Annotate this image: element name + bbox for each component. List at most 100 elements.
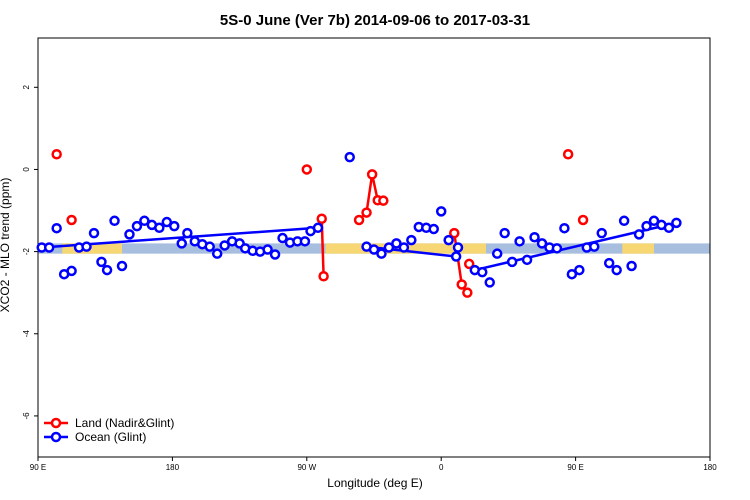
y-tick-label: -4 xyxy=(22,330,31,338)
y-tick-label: -6 xyxy=(22,412,31,420)
y-tick-label: -2 xyxy=(22,248,31,256)
series-ocean-point xyxy=(182,227,193,239)
series-ocean-point xyxy=(671,217,682,229)
series-ocean-point xyxy=(66,265,77,277)
series-ocean-point xyxy=(603,257,615,269)
series-ocean-point xyxy=(96,256,107,268)
series-ocean-point xyxy=(506,256,518,268)
chart-title: 5S-0 June (Ver 7b) 2014-09-06 to 2017-03… xyxy=(220,12,530,29)
legend: Land (Nadir&Glint) Ocean (Glint) xyxy=(44,416,174,444)
series-land-point xyxy=(66,214,77,226)
x-tick-label: 180 xyxy=(703,463,717,472)
series-ocean-point xyxy=(589,241,600,252)
series-ocean-point xyxy=(551,243,563,254)
series-land-point xyxy=(562,149,574,160)
series-ocean-point xyxy=(633,229,645,240)
series-land-point xyxy=(462,287,473,298)
series-ocean-point xyxy=(529,231,540,243)
band-land xyxy=(62,243,122,254)
axes: 90 E 180 90 W 0 90 E 180 2 0 -2 -4 -6 xyxy=(22,85,717,472)
legend-ocean-label: Ocean (Glint) xyxy=(75,430,146,444)
legend-land-label: Land (Nadir&Glint) xyxy=(75,416,174,430)
series-ocean-point xyxy=(484,277,495,288)
series-ocean-point xyxy=(269,249,281,260)
series xyxy=(36,149,682,298)
series-ocean-point xyxy=(43,242,55,253)
series-land-point xyxy=(456,279,467,290)
y-tick-label: 2 xyxy=(22,85,31,90)
series-ocean-point xyxy=(81,241,92,252)
series-ocean-point xyxy=(277,232,288,244)
x-tick-label: 90 W xyxy=(297,463,316,472)
series-ocean-point xyxy=(398,242,410,253)
x-axis-label: Longitude (deg E) xyxy=(327,476,422,490)
series-ocean-point xyxy=(169,220,180,232)
series-ocean-point xyxy=(131,220,143,232)
series-land-point xyxy=(463,258,475,270)
x-tick-label: 180 xyxy=(166,463,180,472)
series-land-point xyxy=(301,164,313,175)
series-ocean-point xyxy=(452,242,464,253)
series-ocean-point xyxy=(559,222,570,234)
series-ocean-point xyxy=(211,248,223,259)
series-ocean-point xyxy=(51,222,62,234)
series-ocean-point xyxy=(116,260,128,272)
series-ocean-point xyxy=(124,229,135,240)
series-ocean-point xyxy=(391,238,402,249)
series-ocean-point xyxy=(626,260,637,272)
series-ocean-point xyxy=(176,238,187,249)
series-ocean-point xyxy=(101,264,113,276)
series-ocean-point xyxy=(574,264,585,276)
x-tick-label: 90 E xyxy=(30,463,46,472)
series-ocean-point xyxy=(344,151,355,163)
series-land-point xyxy=(366,169,378,180)
y-tick-label: 0 xyxy=(22,167,31,172)
series-ocean-point xyxy=(566,268,578,280)
series-ocean-point xyxy=(491,248,503,259)
legend-land-marker xyxy=(50,417,62,429)
series-ocean-point xyxy=(161,216,173,228)
series-ocean-point xyxy=(406,234,417,246)
series-ocean-point xyxy=(88,227,100,239)
series-ocean-point xyxy=(536,238,548,249)
series-land-point xyxy=(51,149,62,160)
series-land-point xyxy=(378,195,389,206)
series-ocean-point xyxy=(514,236,525,247)
series-ocean-point xyxy=(596,227,607,239)
series-land-point xyxy=(318,271,329,282)
series-ocean-point xyxy=(450,251,462,262)
series-ocean-point xyxy=(611,264,622,276)
series-ocean-point xyxy=(219,240,230,251)
x-tick-label: 90 E xyxy=(567,463,583,472)
series-ocean-point xyxy=(383,242,395,253)
series-ocean-point xyxy=(139,215,150,227)
series-ocean-point xyxy=(312,222,324,234)
series-ocean-point xyxy=(154,222,165,234)
series-land-point xyxy=(449,227,460,239)
series-ocean-point xyxy=(443,234,454,246)
series-land-point xyxy=(361,207,372,218)
series-ocean-point xyxy=(299,236,311,247)
series-ocean-point xyxy=(521,254,533,266)
series-ocean-point xyxy=(428,223,439,235)
band-land xyxy=(622,243,654,254)
series-ocean-point xyxy=(499,227,510,239)
series-land-point xyxy=(316,213,327,224)
series-ocean-point xyxy=(641,220,652,232)
series-land-point xyxy=(353,214,365,226)
series-ocean-point xyxy=(435,206,447,217)
series-ocean-point xyxy=(109,215,120,227)
legend-ocean-marker xyxy=(50,431,62,443)
series-ocean-point xyxy=(204,241,215,252)
series-ocean-point xyxy=(368,244,380,255)
series-ocean-point xyxy=(477,266,488,278)
series-ocean-point xyxy=(663,222,675,234)
series-ocean-point xyxy=(648,215,660,227)
series-land-point xyxy=(577,214,589,226)
y-axis-label: XCO2 - MLO trend (ppm) xyxy=(0,178,12,313)
series-ocean-line xyxy=(366,245,457,258)
series-ocean-point xyxy=(376,248,387,259)
series-ocean-point xyxy=(262,244,273,255)
x-tick-label: 0 xyxy=(439,463,444,472)
